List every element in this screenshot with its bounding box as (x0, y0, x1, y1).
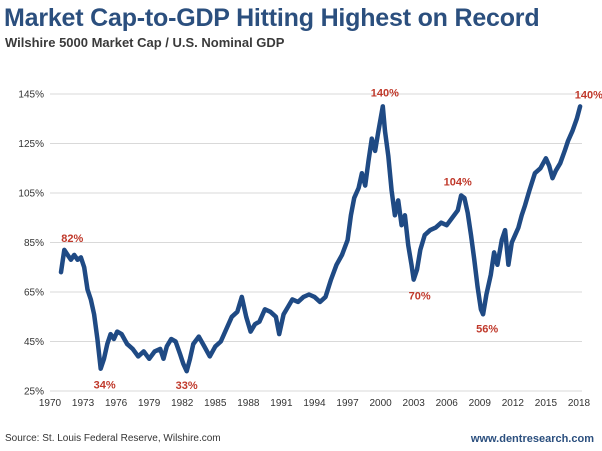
x-tick-label: 1991 (270, 398, 293, 409)
y-tick-label: 125% (18, 139, 44, 150)
annotation-label: 104% (444, 176, 472, 188)
x-tick-label: 2015 (535, 398, 558, 409)
x-tick-label: 2000 (369, 398, 392, 409)
chart-title: Market Cap-to-GDP Hitting Highest on Rec… (4, 4, 540, 32)
annotation-label: 33% (176, 380, 198, 392)
x-tick-label: 1970 (39, 398, 62, 409)
x-tick-label: 2018 (568, 398, 591, 409)
x-tick-label: 1985 (204, 398, 227, 409)
y-axis-ticks: 25% 45% 65% 85% 105% 125% 145% (18, 90, 44, 398)
x-tick-label: 1982 (171, 398, 194, 409)
annotation-label: 140%+ (575, 89, 602, 101)
x-tick-label: 1973 (72, 398, 95, 409)
grid-lines (50, 93, 582, 392)
annotation-label: 34% (94, 380, 116, 392)
series-line (58, 104, 583, 374)
y-tick-label: 65% (24, 288, 44, 299)
x-tick-label: 2003 (403, 398, 426, 409)
y-tick-label: 85% (24, 238, 44, 249)
x-tick-label: 1988 (237, 398, 260, 409)
y-tick-label: 145% (18, 90, 44, 101)
x-tick-label: 1979 (138, 398, 161, 409)
y-tick-label: 105% (18, 189, 44, 200)
x-tick-label: 1994 (303, 398, 326, 409)
x-tick-label: 1976 (105, 398, 128, 409)
x-axis-ticks: 1970 1973 1976 1979 1982 1985 1988 1991 1994 1997… (39, 398, 591, 409)
x-tick-label: 2006 (436, 398, 459, 409)
peak-trough-annotations: 82% 34% 33% 140% 70% 104% 56% 140%+ (61, 87, 602, 392)
annotation-label: 140% (371, 87, 399, 99)
chart-subtitle: Wilshire 5000 Market Cap / U.S. Nominal … (5, 35, 285, 50)
x-tick-label: 2012 (502, 398, 525, 409)
y-tick-label: 25% (24, 387, 44, 398)
x-tick-label: 2009 (469, 398, 492, 409)
source-note: Source: St. Louis Federal Reserve, Wilsh… (5, 433, 221, 444)
x-tick-label: 1997 (336, 398, 359, 409)
annotation-label: 82% (61, 233, 83, 245)
annotation-label: 56% (476, 323, 498, 335)
y-tick-label: 45% (24, 337, 44, 348)
website-link[interactable]: www.dentresearch.com (470, 433, 594, 445)
annotation-label: 70% (409, 291, 431, 303)
